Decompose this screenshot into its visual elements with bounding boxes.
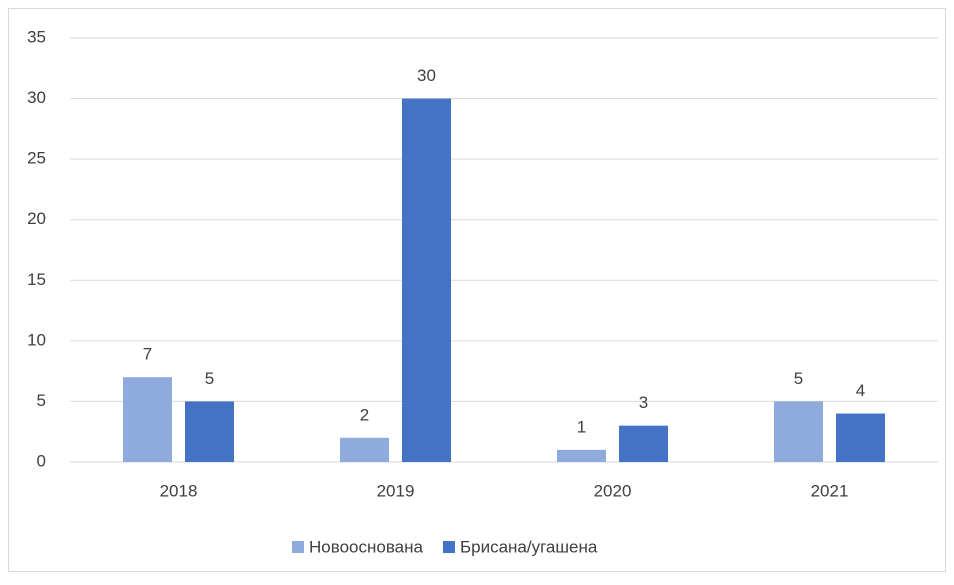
- data-label: 2: [360, 405, 369, 424]
- bar: [774, 401, 823, 462]
- x-tick-label: 2019: [377, 481, 415, 500]
- legend-swatch: [292, 541, 304, 553]
- x-tick-label: 2020: [594, 481, 632, 500]
- data-label: 7: [143, 345, 152, 364]
- bar: [185, 401, 234, 462]
- y-tick-label: 0: [37, 451, 46, 470]
- y-tick-label: 35: [27, 27, 46, 46]
- y-tick-label: 15: [27, 270, 46, 289]
- y-tick-label: 25: [27, 149, 46, 168]
- bar: [340, 437, 389, 462]
- data-label: 4: [856, 381, 865, 400]
- data-label: 1: [577, 417, 586, 436]
- x-tick-label: 2021: [811, 481, 849, 500]
- x-tick-label: 2018: [160, 481, 198, 500]
- bar: [557, 449, 606, 462]
- y-tick-label: 10: [27, 330, 46, 349]
- bar: [123, 377, 172, 462]
- bar: [619, 425, 668, 462]
- y-tick-label: 30: [27, 88, 46, 107]
- data-label: 5: [205, 369, 214, 388]
- data-label: 30: [417, 66, 436, 85]
- legend-label: Брисана/угашена: [460, 537, 598, 556]
- legend-swatch: [442, 541, 455, 553]
- bar: [836, 413, 885, 462]
- data-label: 3: [639, 393, 648, 412]
- data-label: 5: [794, 369, 803, 388]
- legend-label: Новооснована: [309, 537, 424, 556]
- bar: [402, 98, 451, 463]
- y-tick-label: 5: [37, 391, 46, 410]
- y-tick-label: 20: [27, 209, 46, 228]
- chart-border: [8, 8, 946, 572]
